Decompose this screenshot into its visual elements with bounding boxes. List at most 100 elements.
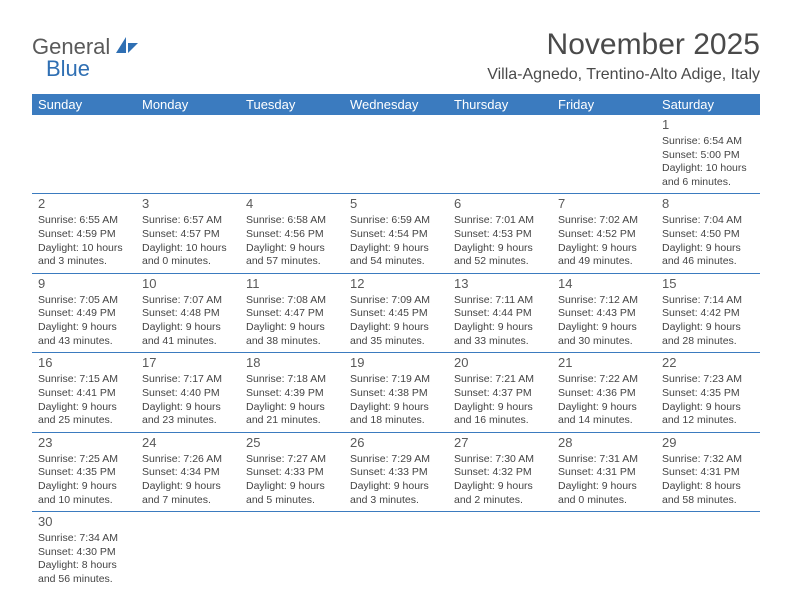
calendar-cell-empty bbox=[552, 512, 656, 591]
calendar-cell-empty bbox=[656, 512, 760, 591]
daylight-line: Daylight: 10 hours bbox=[662, 162, 754, 176]
sunset-line: Sunset: 4:50 PM bbox=[662, 228, 754, 242]
sunrise-line: Sunrise: 7:14 AM bbox=[662, 294, 754, 308]
sunset-line: Sunset: 4:54 PM bbox=[350, 228, 442, 242]
sunrise-line: Sunrise: 7:01 AM bbox=[454, 214, 546, 228]
daylight-line: Daylight: 9 hours bbox=[142, 401, 234, 415]
sunrise-line: Sunrise: 7:07 AM bbox=[142, 294, 234, 308]
calendar-cell: 9Sunrise: 7:05 AMSunset: 4:49 PMDaylight… bbox=[32, 273, 136, 352]
sunset-line: Sunset: 4:31 PM bbox=[558, 466, 650, 480]
day-number: 14 bbox=[558, 276, 650, 293]
logo-blue-text-wrap: Blue bbox=[46, 56, 90, 82]
daylight-line: and 41 minutes. bbox=[142, 335, 234, 349]
calendar-cell: 29Sunrise: 7:32 AMSunset: 4:31 PMDayligh… bbox=[656, 432, 760, 511]
calendar-cell-empty bbox=[344, 115, 448, 194]
sunset-line: Sunset: 4:43 PM bbox=[558, 307, 650, 321]
daylight-line: Daylight: 9 hours bbox=[454, 401, 546, 415]
calendar-cell: 24Sunrise: 7:26 AMSunset: 4:34 PMDayligh… bbox=[136, 432, 240, 511]
daylight-line: and 58 minutes. bbox=[662, 494, 754, 508]
sunset-line: Sunset: 4:59 PM bbox=[38, 228, 130, 242]
daylight-line: Daylight: 9 hours bbox=[454, 321, 546, 335]
sunrise-line: Sunrise: 7:05 AM bbox=[38, 294, 130, 308]
sunset-line: Sunset: 4:42 PM bbox=[662, 307, 754, 321]
sunrise-line: Sunrise: 6:58 AM bbox=[246, 214, 338, 228]
calendar-cell: 14Sunrise: 7:12 AMSunset: 4:43 PMDayligh… bbox=[552, 273, 656, 352]
daylight-line: and 10 minutes. bbox=[38, 494, 130, 508]
sunset-line: Sunset: 4:38 PM bbox=[350, 387, 442, 401]
daylight-line: Daylight: 9 hours bbox=[350, 401, 442, 415]
calendar-cell: 21Sunrise: 7:22 AMSunset: 4:36 PMDayligh… bbox=[552, 353, 656, 432]
sunset-line: Sunset: 4:45 PM bbox=[350, 307, 442, 321]
calendar-cell: 7Sunrise: 7:02 AMSunset: 4:52 PMDaylight… bbox=[552, 194, 656, 273]
sunset-line: Sunset: 4:33 PM bbox=[246, 466, 338, 480]
calendar-cell: 13Sunrise: 7:11 AMSunset: 4:44 PMDayligh… bbox=[448, 273, 552, 352]
day-number: 4 bbox=[246, 196, 338, 213]
day-header: Friday bbox=[552, 94, 656, 115]
day-number: 18 bbox=[246, 355, 338, 372]
days-of-week-row: SundayMondayTuesdayWednesdayThursdayFrid… bbox=[32, 94, 760, 115]
sunrise-line: Sunrise: 7:29 AM bbox=[350, 453, 442, 467]
sunset-line: Sunset: 4:52 PM bbox=[558, 228, 650, 242]
daylight-line: Daylight: 9 hours bbox=[350, 242, 442, 256]
day-header: Wednesday bbox=[344, 94, 448, 115]
daylight-line: and 57 minutes. bbox=[246, 255, 338, 269]
daylight-line: Daylight: 9 hours bbox=[38, 321, 130, 335]
calendar-cell: 19Sunrise: 7:19 AMSunset: 4:38 PMDayligh… bbox=[344, 353, 448, 432]
calendar-cell-empty bbox=[136, 512, 240, 591]
sunrise-line: Sunrise: 7:04 AM bbox=[662, 214, 754, 228]
daylight-line: Daylight: 9 hours bbox=[350, 321, 442, 335]
location-subtitle: Villa-Agnedo, Trentino-Alto Adige, Italy bbox=[487, 66, 760, 84]
day-number: 13 bbox=[454, 276, 546, 293]
daylight-line: Daylight: 9 hours bbox=[558, 321, 650, 335]
day-number: 26 bbox=[350, 435, 442, 452]
calendar-week: 1Sunrise: 6:54 AMSunset: 5:00 PMDaylight… bbox=[32, 115, 760, 194]
sunrise-line: Sunrise: 7:17 AM bbox=[142, 373, 234, 387]
daylight-line: Daylight: 9 hours bbox=[246, 321, 338, 335]
sunrise-line: Sunrise: 7:18 AM bbox=[246, 373, 338, 387]
sunrise-line: Sunrise: 7:02 AM bbox=[558, 214, 650, 228]
daylight-line: and 49 minutes. bbox=[558, 255, 650, 269]
sunset-line: Sunset: 5:00 PM bbox=[662, 149, 754, 163]
daylight-line: Daylight: 8 hours bbox=[38, 559, 130, 573]
sunrise-line: Sunrise: 6:54 AM bbox=[662, 135, 754, 149]
sunrise-line: Sunrise: 7:11 AM bbox=[454, 294, 546, 308]
sunset-line: Sunset: 4:33 PM bbox=[350, 466, 442, 480]
calendar-cell: 12Sunrise: 7:09 AMSunset: 4:45 PMDayligh… bbox=[344, 273, 448, 352]
daylight-line: Daylight: 8 hours bbox=[662, 480, 754, 494]
sunset-line: Sunset: 4:30 PM bbox=[38, 546, 130, 560]
daylight-line: Daylight: 9 hours bbox=[558, 401, 650, 415]
daylight-line: Daylight: 9 hours bbox=[662, 321, 754, 335]
sunrise-line: Sunrise: 6:57 AM bbox=[142, 214, 234, 228]
day-header: Saturday bbox=[656, 94, 760, 115]
page-header: General November 2025 Villa-Agnedo, Tren… bbox=[32, 28, 760, 84]
calendar-cell: 15Sunrise: 7:14 AMSunset: 4:42 PMDayligh… bbox=[656, 273, 760, 352]
sunrise-line: Sunrise: 7:30 AM bbox=[454, 453, 546, 467]
daylight-line: and 38 minutes. bbox=[246, 335, 338, 349]
sunset-line: Sunset: 4:31 PM bbox=[662, 466, 754, 480]
daylight-line: Daylight: 9 hours bbox=[662, 242, 754, 256]
day-header: Monday bbox=[136, 94, 240, 115]
sunrise-line: Sunrise: 6:55 AM bbox=[38, 214, 130, 228]
calendar-cell-empty bbox=[136, 115, 240, 194]
sunrise-line: Sunrise: 7:08 AM bbox=[246, 294, 338, 308]
day-number: 17 bbox=[142, 355, 234, 372]
daylight-line: and 0 minutes. bbox=[558, 494, 650, 508]
day-header: Sunday bbox=[32, 94, 136, 115]
logo-text-blue: Blue bbox=[46, 56, 90, 81]
daylight-line: Daylight: 9 hours bbox=[38, 480, 130, 494]
calendar-cell: 5Sunrise: 6:59 AMSunset: 4:54 PMDaylight… bbox=[344, 194, 448, 273]
sunset-line: Sunset: 4:39 PM bbox=[246, 387, 338, 401]
sunset-line: Sunset: 4:53 PM bbox=[454, 228, 546, 242]
daylight-line: and 18 minutes. bbox=[350, 414, 442, 428]
daylight-line: and 5 minutes. bbox=[246, 494, 338, 508]
sunrise-line: Sunrise: 7:15 AM bbox=[38, 373, 130, 387]
daylight-line: Daylight: 9 hours bbox=[350, 480, 442, 494]
day-number: 28 bbox=[558, 435, 650, 452]
sunset-line: Sunset: 4:47 PM bbox=[246, 307, 338, 321]
day-number: 3 bbox=[142, 196, 234, 213]
day-number: 25 bbox=[246, 435, 338, 452]
calendar-cell: 23Sunrise: 7:25 AMSunset: 4:35 PMDayligh… bbox=[32, 432, 136, 511]
month-title: November 2025 bbox=[487, 28, 760, 62]
sunrise-line: Sunrise: 7:34 AM bbox=[38, 532, 130, 546]
daylight-line: Daylight: 9 hours bbox=[558, 242, 650, 256]
